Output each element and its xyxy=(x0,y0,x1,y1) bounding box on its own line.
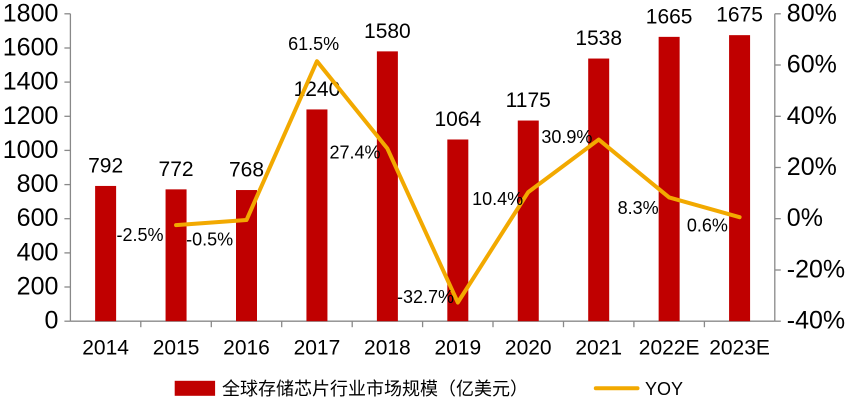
svg-text:2019: 2019 xyxy=(434,337,481,360)
svg-text:20%: 20% xyxy=(787,153,837,181)
svg-text:2023E: 2023E xyxy=(709,337,770,360)
svg-text:772: 772 xyxy=(159,158,194,181)
svg-text:61.5%: 61.5% xyxy=(288,34,339,54)
svg-text:2014: 2014 xyxy=(82,337,129,360)
svg-text:-20%: -20% xyxy=(787,256,845,284)
svg-text:0: 0 xyxy=(44,307,58,335)
svg-text:27.4%: 27.4% xyxy=(330,143,381,163)
svg-text:0%: 0% xyxy=(787,204,823,232)
svg-text:-0.5%: -0.5% xyxy=(186,230,233,250)
svg-text:792: 792 xyxy=(88,154,123,177)
svg-text:-40%: -40% xyxy=(787,307,845,335)
svg-text:1800: 1800 xyxy=(3,0,59,27)
svg-text:1665: 1665 xyxy=(646,5,693,28)
svg-text:30.9%: 30.9% xyxy=(541,127,592,147)
svg-text:1175: 1175 xyxy=(506,89,551,112)
svg-text:全球存储芯片行业市场规模（亿美元）: 全球存储芯片行业市场规模（亿美元） xyxy=(222,379,528,399)
svg-text:2022E: 2022E xyxy=(639,337,700,360)
svg-text:2016: 2016 xyxy=(223,337,270,360)
svg-text:400: 400 xyxy=(17,238,59,266)
svg-text:1538: 1538 xyxy=(575,27,622,50)
svg-text:1400: 1400 xyxy=(3,68,59,96)
svg-text:8.3%: 8.3% xyxy=(618,198,659,218)
svg-text:2020: 2020 xyxy=(505,337,552,360)
svg-text:2018: 2018 xyxy=(364,337,411,360)
svg-text:1064: 1064 xyxy=(434,108,481,131)
svg-text:10.4%: 10.4% xyxy=(472,189,523,209)
svg-text:1000: 1000 xyxy=(3,136,59,164)
svg-text:2015: 2015 xyxy=(153,337,200,360)
svg-text:-32.7%: -32.7% xyxy=(397,287,454,307)
svg-text:1580: 1580 xyxy=(364,20,411,43)
svg-text:800: 800 xyxy=(17,170,59,198)
svg-text:2017: 2017 xyxy=(294,337,341,360)
svg-text:200: 200 xyxy=(17,273,59,301)
svg-text:40%: 40% xyxy=(787,102,837,130)
svg-text:2021: 2021 xyxy=(575,337,622,360)
svg-text:1200: 1200 xyxy=(3,102,59,130)
svg-text:YOY: YOY xyxy=(645,379,683,399)
svg-text:1675: 1675 xyxy=(716,4,763,27)
svg-text:768: 768 xyxy=(229,159,264,182)
svg-text:1600: 1600 xyxy=(3,34,59,62)
svg-text:60%: 60% xyxy=(787,51,837,79)
svg-text:80%: 80% xyxy=(787,0,837,27)
svg-text:-2.5%: -2.5% xyxy=(117,225,164,245)
svg-text:0.6%: 0.6% xyxy=(687,215,728,235)
svg-text:600: 600 xyxy=(17,204,59,232)
